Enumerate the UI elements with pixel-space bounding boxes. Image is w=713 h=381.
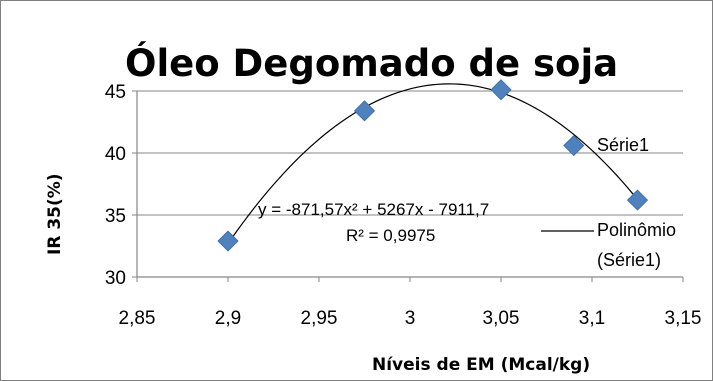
x-tick-label: 3,05 xyxy=(483,308,520,329)
x-tick-label: 2,95 xyxy=(301,308,338,329)
x-tick-label: 3,1 xyxy=(579,308,605,329)
chart-title: Óleo Degomado de soja xyxy=(125,41,618,85)
x-tick-label: 2,9 xyxy=(215,308,241,329)
y-tick-label: 45 xyxy=(105,82,126,103)
trendline-curve xyxy=(227,83,638,244)
x-tick-label: 3 xyxy=(405,308,416,329)
x-axis-label: Níveis de EM (Mcal/kg) xyxy=(372,355,590,375)
data-point xyxy=(490,79,512,101)
legend-trendline-label: Polinômio xyxy=(597,220,676,240)
data-point xyxy=(353,100,376,122)
trendline-equation: y = -871,57x² + 5267x - 7911,7 xyxy=(258,200,489,219)
data-point xyxy=(626,189,649,211)
y-tick-label: 40 xyxy=(105,144,126,165)
data-point xyxy=(217,230,239,252)
r-squared-label: R² = 0,9975 xyxy=(346,226,435,245)
legend-trendline-label-2: (Série1) xyxy=(597,250,661,270)
data-point xyxy=(563,134,585,157)
x-tick-label: 2,85 xyxy=(119,308,156,329)
x-tick-label: 3,15 xyxy=(665,308,702,329)
y-axis-label: IR 35(%) xyxy=(45,173,65,255)
y-tick-label: 30 xyxy=(105,268,126,289)
legend-series1-label: Série1 xyxy=(597,135,649,155)
y-tick-label: 35 xyxy=(105,206,126,227)
